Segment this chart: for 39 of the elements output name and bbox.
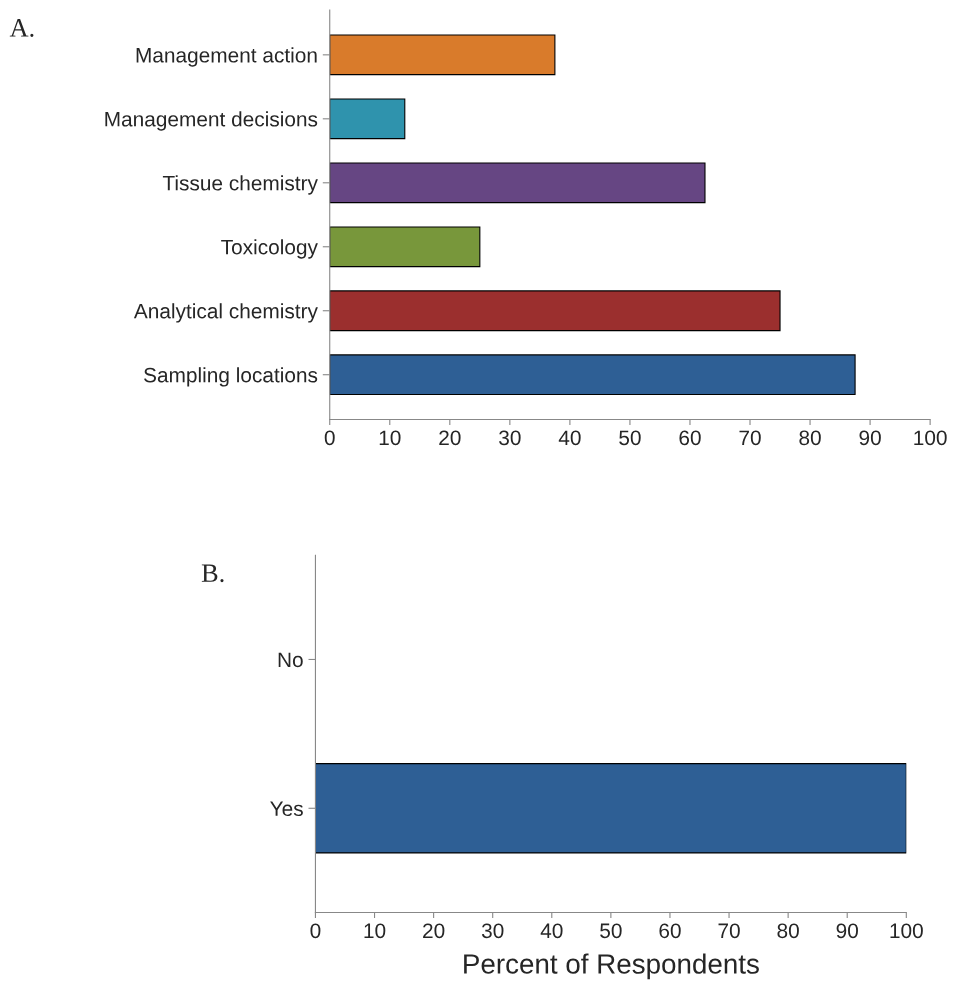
x-tick-label: 30 [481, 923, 504, 939]
y-tick-label: Analytical chemistry [133, 303, 318, 323]
x-tick-label: 90 [836, 923, 858, 939]
x-tick-label: 30 [499, 430, 521, 446]
x-axis-title: Percent of Respondents [464, 953, 759, 980]
bar [329, 162, 706, 204]
bar [329, 98, 406, 140]
x-tick-label: 0 [324, 430, 335, 446]
x-tick-label: 50 [619, 430, 641, 446]
x-tick-label: 20 [423, 923, 445, 939]
x-tick-label: 90 [859, 430, 881, 446]
x-tick-label: 80 [777, 923, 799, 939]
text: A. [9, 19, 34, 37]
x-tick-label: 100 [914, 430, 947, 446]
bar [329, 34, 556, 76]
x-tick-label: 50 [600, 923, 622, 939]
chart-title: B. [201, 564, 224, 583]
y-tick-label: Toxicology [221, 239, 318, 259]
x-tick-label: 0 [310, 923, 321, 939]
y-tick-label: Sampling locations [144, 367, 318, 387]
y-tick-label: Yes [270, 801, 303, 817]
x-tick-label: 40 [558, 430, 581, 446]
x-tick-label: 100 [890, 923, 923, 939]
y-tick-label: Management decisions [105, 111, 318, 131]
y-tick-label: Tissue chemistry [162, 175, 318, 195]
x-tick-label: 60 [679, 430, 701, 446]
x-tick-label: 70 [739, 430, 761, 446]
y-tick-label: No [278, 652, 303, 668]
x-tick-label: 10 [364, 923, 386, 939]
x-tick-label: 40 [540, 923, 563, 939]
bar [329, 354, 856, 396]
x-tick-label: 60 [659, 923, 681, 939]
x-tick-label: 20 [439, 430, 461, 446]
x-tick-label: 80 [799, 430, 821, 446]
x-tick-label: 10 [379, 430, 401, 446]
x-tick-label: 70 [718, 923, 740, 939]
y-tick-label: Management action [136, 47, 317, 67]
bar [329, 290, 781, 332]
bar [329, 226, 481, 268]
